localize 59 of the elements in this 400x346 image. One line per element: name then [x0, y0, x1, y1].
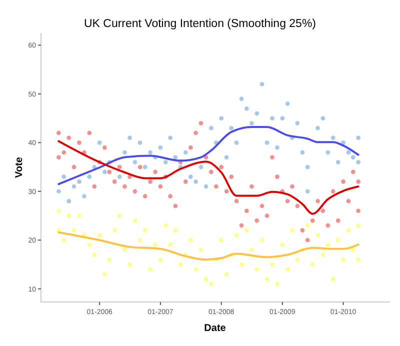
chart-title: UK Current Voting Intention (Smoothing 25%) [84, 18, 316, 30]
point [260, 82, 264, 86]
point [264, 140, 270, 145]
point [305, 164, 310, 170]
point [285, 101, 290, 106]
point [128, 136, 132, 140]
point [300, 150, 305, 155]
point [316, 126, 320, 130]
point [229, 126, 234, 130]
point [336, 160, 340, 164]
point [158, 145, 163, 150]
y-axis-title: Vote [14, 156, 25, 178]
point [326, 150, 330, 155]
point [244, 106, 249, 111]
point [122, 150, 127, 155]
x-axis-title: Date [204, 323, 226, 334]
point [138, 140, 142, 145]
point [132, 160, 138, 164]
point [198, 164, 204, 170]
point [219, 116, 224, 120]
point [194, 179, 198, 184]
point [56, 189, 61, 194]
point [346, 150, 351, 155]
point [224, 155, 229, 160]
point [66, 198, 72, 204]
point [208, 126, 214, 130]
point [188, 174, 193, 179]
point [168, 136, 172, 140]
point [72, 184, 76, 189]
point [234, 140, 239, 145]
point [173, 155, 178, 160]
point [142, 164, 148, 170]
point [102, 170, 107, 174]
point [97, 140, 102, 145]
point [305, 189, 310, 194]
point [356, 136, 361, 140]
line-series [58, 140, 360, 215]
point [183, 150, 188, 155]
point [148, 150, 152, 155]
point [320, 116, 326, 120]
point [330, 136, 336, 140]
point [275, 145, 280, 150]
point [62, 174, 66, 179]
line-series [58, 126, 360, 186]
point [77, 179, 82, 184]
point [350, 155, 356, 160]
point [204, 184, 208, 189]
point [163, 160, 168, 164]
point [250, 120, 254, 126]
point [87, 174, 92, 179]
point [295, 120, 300, 126]
point [356, 160, 361, 164]
point [239, 96, 244, 101]
point [341, 140, 346, 145]
point [280, 116, 285, 120]
point [254, 111, 260, 116]
point [270, 116, 274, 120]
point [117, 174, 122, 179]
point [82, 194, 86, 198]
